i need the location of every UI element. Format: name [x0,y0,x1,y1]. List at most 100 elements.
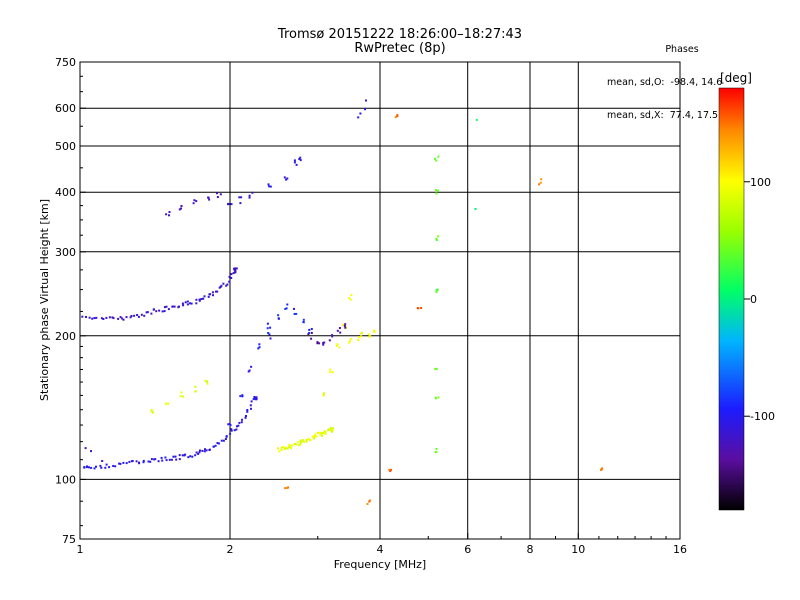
echo-point [250,400,253,403]
echo-point [164,456,167,459]
echo-point [195,451,198,454]
echo-point [208,448,211,451]
echo-points [81,99,604,505]
echo-point [111,316,114,319]
echo-point [308,328,311,331]
echo-point [195,298,198,301]
echo-point [350,294,353,297]
echo-point [288,446,291,448]
echo-point [435,291,438,293]
echo-point [316,342,319,345]
y-tick-label: 100 [55,473,76,486]
y-tick-label: 500 [55,140,76,153]
echo-point [146,311,149,314]
echo-point [369,335,372,338]
echo-point [332,427,334,430]
echo-point [230,277,233,279]
echo-point [212,445,215,448]
echo-point [91,317,94,320]
echo-point [349,298,352,301]
echo-point [203,450,206,453]
echo-point [474,208,477,210]
echo-point [277,317,280,320]
echo-point [216,192,218,195]
echo-point [248,196,251,199]
echo-point [339,331,342,334]
echo-point [324,432,327,435]
echo-point [285,178,288,181]
echo-point [171,305,174,308]
echo-point [214,444,217,447]
echo-point [599,468,602,471]
echo-point [138,461,140,464]
echo-point [81,315,84,318]
echo-point [172,455,175,458]
echo-point [222,282,225,285]
y-tick-label: 400 [55,186,76,199]
echo-point [230,203,233,206]
x-tick-label: 16 [673,543,687,556]
echo-point [122,461,125,464]
echo-point [359,112,362,115]
echo-point [239,395,242,398]
echo-point [268,185,271,188]
echo-point [117,317,120,320]
echo-point [249,404,252,407]
echo-point [130,315,133,317]
echo-point [233,429,236,432]
echo-point [293,307,295,310]
echo-point [228,280,231,283]
echo-point [170,458,173,461]
echo-point [220,284,223,287]
echo-point [118,462,121,465]
echo-point [168,214,170,217]
echo-point [184,453,187,456]
echo-point [142,459,145,462]
echo-point [184,301,187,304]
echo-point [330,428,333,431]
echo-point [285,307,288,310]
echo-point [227,203,229,206]
echo-point [475,118,478,121]
echo-point [136,314,139,316]
echo-point [365,99,367,102]
echo-point [338,327,341,329]
echo-point [253,396,256,398]
echo-point [105,463,108,466]
echo-point [95,465,97,468]
echo-point [348,341,351,344]
echo-point [125,462,128,465]
echo-point [228,423,231,425]
echo-point [299,159,302,162]
echo-point [227,423,230,426]
y-tick-label: 300 [55,246,76,259]
echo-point [168,211,171,213]
echo-point [257,347,260,350]
echo-point [198,451,201,454]
echo-point [285,446,288,449]
echo-point [240,196,243,199]
echo-point [119,462,122,465]
echo-point [93,317,96,320]
echo-point [267,332,270,334]
echo-point [308,332,311,334]
echo-point [302,318,305,321]
echo-point [315,435,318,438]
echo-point [601,467,604,470]
echo-point [137,315,140,318]
echo-point [165,459,168,462]
echo-point [235,428,238,431]
echo-point [133,314,136,317]
echo-point [189,455,192,458]
echo-point [343,324,346,327]
echo-point [295,443,298,446]
echo-point [150,410,153,413]
echo-point [202,297,205,300]
echo-point [329,368,332,371]
echo-point [108,466,111,469]
echo-point [152,411,155,414]
echo-point [338,346,341,349]
echo-point [230,273,233,276]
echo-point [246,409,249,411]
